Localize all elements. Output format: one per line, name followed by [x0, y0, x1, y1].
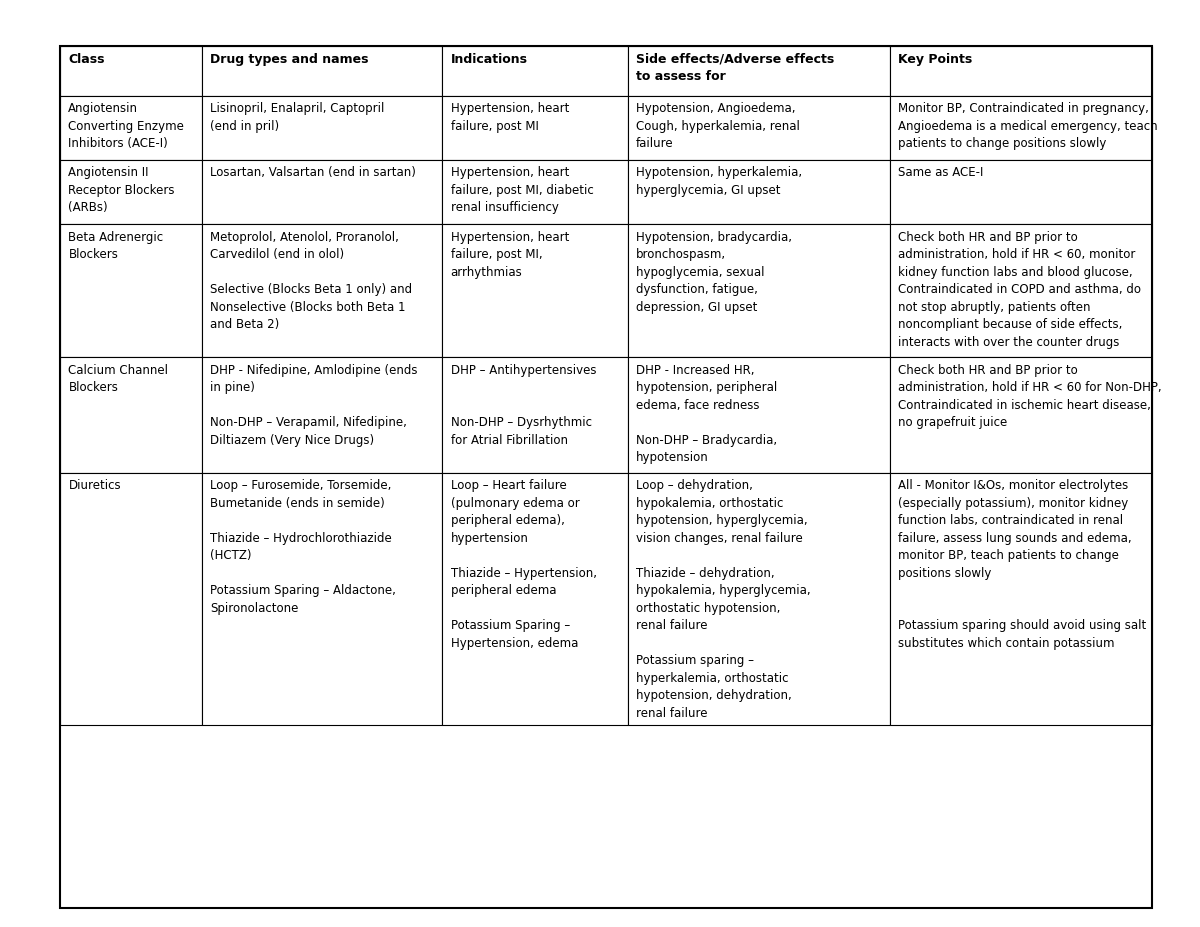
Text: Hypertension, heart
failure, post MI, diabetic
renal insufficiency: Hypertension, heart failure, post MI, di…: [451, 167, 593, 214]
Text: Key Points: Key Points: [899, 53, 972, 66]
Text: All - Monitor I&Os, monitor electrolytes
(especially potassium), monitor kidney
: All - Monitor I&Os, monitor electrolytes…: [899, 479, 1146, 650]
Text: Indications: Indications: [451, 53, 528, 66]
Text: Losartan, Valsartan (end in sartan): Losartan, Valsartan (end in sartan): [210, 167, 416, 180]
Text: Class: Class: [68, 53, 104, 66]
Text: Loop – Furosemide, Torsemide,
Bumetanide (ends in semide)

Thiazide – Hydrochlor: Loop – Furosemide, Torsemide, Bumetanide…: [210, 479, 396, 615]
Text: Hypertension, heart
failure, post MI: Hypertension, heart failure, post MI: [451, 102, 569, 133]
Text: Diuretics: Diuretics: [68, 479, 121, 492]
Text: Metoprolol, Atenolol, Proranolol,
Carvedilol (end in olol)

Selective (Blocks Be: Metoprolol, Atenolol, Proranolol, Carved…: [210, 231, 413, 331]
Text: DHP – Antihypertensives


Non-DHP – Dysrhythmic
for Atrial Fibrillation: DHP – Antihypertensives Non-DHP – Dysrhy…: [451, 363, 596, 447]
Text: Angiotensin
Converting Enzyme
Inhibitors (ACE-I): Angiotensin Converting Enzyme Inhibitors…: [68, 102, 185, 150]
Text: DHP - Increased HR,
hypotension, peripheral
edema, face redness

Non-DHP – Brady: DHP - Increased HR, hypotension, periphe…: [636, 363, 778, 464]
Text: Check both HR and BP prior to
administration, hold if HR < 60, monitor
kidney fu: Check both HR and BP prior to administra…: [899, 231, 1141, 349]
Text: Hypertension, heart
failure, post MI,
arrhythmias: Hypertension, heart failure, post MI, ar…: [451, 231, 569, 279]
Text: Check both HR and BP prior to
administration, hold if HR < 60 for Non-DHP,
Contr: Check both HR and BP prior to administra…: [899, 363, 1162, 429]
Text: Hypotension, Angioedema,
Cough, hyperkalemia, renal
failure: Hypotension, Angioedema, Cough, hyperkal…: [636, 102, 800, 150]
Text: Monitor BP, Contraindicated in pregnancy,
Angioedema is a medical emergency, tea: Monitor BP, Contraindicated in pregnancy…: [899, 102, 1158, 150]
Text: Drug types and names: Drug types and names: [210, 53, 368, 66]
Text: Beta Adrenergic
Blockers: Beta Adrenergic Blockers: [68, 231, 163, 261]
Text: Side effects/Adverse effects
to assess for: Side effects/Adverse effects to assess f…: [636, 53, 834, 83]
Text: Angiotensin II
Receptor Blockers
(ARBs): Angiotensin II Receptor Blockers (ARBs): [68, 167, 175, 214]
Text: Lisinopril, Enalapril, Captopril
(end in pril): Lisinopril, Enalapril, Captopril (end in…: [210, 102, 385, 133]
Text: DHP - Nifedipine, Amlodipine (ends
in pine)

Non-DHP – Verapamil, Nifedipine,
Di: DHP - Nifedipine, Amlodipine (ends in pi…: [210, 363, 418, 447]
Text: Hypotension, bradycardia,
bronchospasm,
hypoglycemia, sexual
dysfunction, fatigu: Hypotension, bradycardia, bronchospasm, …: [636, 231, 792, 313]
Text: Loop – Heart failure
(pulmonary edema or
peripheral edema),
hypertension

Thiazi: Loop – Heart failure (pulmonary edema or…: [451, 479, 596, 650]
Text: Calcium Channel
Blockers: Calcium Channel Blockers: [68, 363, 168, 394]
Text: Loop – dehydration,
hypokalemia, orthostatic
hypotension, hyperglycemia,
vision : Loop – dehydration, hypokalemia, orthost…: [636, 479, 811, 719]
Text: Hypotension, hyperkalemia,
hyperglycemia, GI upset: Hypotension, hyperkalemia, hyperglycemia…: [636, 167, 803, 197]
Text: Same as ACE-I: Same as ACE-I: [899, 167, 984, 180]
